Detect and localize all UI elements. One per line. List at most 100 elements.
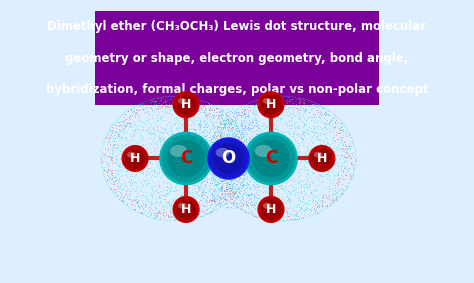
Point bbox=[145, 103, 152, 107]
Point bbox=[245, 146, 252, 151]
Point bbox=[174, 181, 182, 185]
Point bbox=[195, 127, 203, 132]
Point bbox=[176, 125, 184, 130]
Point bbox=[261, 97, 269, 101]
Point bbox=[212, 167, 219, 171]
Point bbox=[249, 125, 257, 130]
Point bbox=[178, 155, 185, 159]
Point bbox=[237, 203, 245, 208]
Point bbox=[234, 195, 242, 199]
Point bbox=[268, 128, 276, 132]
Point bbox=[172, 125, 180, 130]
Point bbox=[304, 157, 312, 162]
Point bbox=[112, 123, 120, 128]
Point bbox=[193, 162, 201, 166]
Point bbox=[155, 208, 163, 212]
Point bbox=[201, 127, 208, 131]
Point bbox=[112, 156, 120, 160]
Point bbox=[294, 170, 301, 175]
Point bbox=[109, 155, 116, 159]
Point bbox=[218, 157, 225, 162]
Point bbox=[328, 191, 336, 195]
Point bbox=[153, 118, 161, 122]
Point bbox=[220, 130, 228, 134]
Point bbox=[215, 170, 222, 175]
Point bbox=[162, 197, 169, 201]
Point bbox=[213, 157, 220, 162]
Point bbox=[210, 157, 218, 162]
Point bbox=[118, 168, 125, 173]
Point bbox=[330, 119, 337, 124]
Point bbox=[116, 138, 123, 142]
Point bbox=[288, 186, 296, 190]
Point bbox=[151, 147, 158, 152]
Point bbox=[158, 113, 166, 118]
Point bbox=[234, 201, 241, 206]
Point bbox=[108, 187, 115, 192]
Point bbox=[170, 136, 178, 140]
Point bbox=[251, 104, 258, 108]
Point bbox=[125, 124, 133, 129]
Point bbox=[151, 214, 159, 218]
Point bbox=[170, 132, 178, 137]
Point bbox=[339, 143, 347, 147]
Point bbox=[214, 158, 222, 162]
Point bbox=[245, 127, 253, 132]
Point bbox=[332, 156, 339, 160]
Point bbox=[263, 182, 270, 186]
Point bbox=[267, 213, 274, 218]
Point bbox=[201, 103, 208, 107]
Point bbox=[107, 185, 114, 190]
Point bbox=[315, 197, 322, 202]
Point bbox=[210, 158, 217, 163]
Point bbox=[119, 199, 127, 203]
Point bbox=[121, 112, 128, 116]
Point bbox=[318, 173, 325, 178]
Point bbox=[252, 155, 260, 159]
Point bbox=[163, 191, 171, 196]
Point bbox=[147, 185, 155, 190]
Point bbox=[123, 192, 131, 197]
Point bbox=[280, 103, 287, 107]
Point bbox=[174, 146, 182, 151]
Point bbox=[274, 113, 282, 118]
Point bbox=[219, 109, 227, 113]
Point bbox=[164, 186, 172, 191]
Point bbox=[166, 178, 173, 183]
Point bbox=[238, 185, 246, 189]
Point bbox=[217, 125, 224, 129]
Point bbox=[182, 168, 189, 173]
Point bbox=[150, 125, 157, 129]
Point bbox=[223, 151, 231, 156]
Point bbox=[243, 192, 251, 196]
Point bbox=[118, 198, 126, 203]
Point bbox=[110, 144, 118, 149]
Point bbox=[228, 177, 236, 181]
Point bbox=[120, 118, 128, 122]
Point bbox=[305, 184, 313, 189]
Point bbox=[329, 134, 337, 139]
Point bbox=[302, 107, 310, 112]
Point bbox=[128, 124, 135, 128]
Point bbox=[326, 144, 333, 148]
Point bbox=[222, 192, 230, 197]
Point bbox=[220, 187, 228, 192]
Point bbox=[228, 135, 236, 140]
Point bbox=[216, 189, 224, 194]
Point bbox=[255, 155, 262, 160]
Point bbox=[236, 186, 243, 190]
Point bbox=[225, 129, 232, 133]
Point bbox=[254, 162, 262, 166]
Point bbox=[306, 110, 313, 114]
Point bbox=[143, 203, 150, 207]
Point bbox=[297, 158, 305, 162]
Point bbox=[123, 172, 130, 177]
Point bbox=[274, 104, 282, 109]
Point bbox=[182, 159, 189, 164]
Point bbox=[257, 180, 265, 185]
Point bbox=[252, 112, 259, 117]
Point bbox=[219, 199, 227, 203]
Point bbox=[142, 128, 149, 132]
Point bbox=[286, 110, 293, 114]
Point bbox=[279, 99, 286, 104]
